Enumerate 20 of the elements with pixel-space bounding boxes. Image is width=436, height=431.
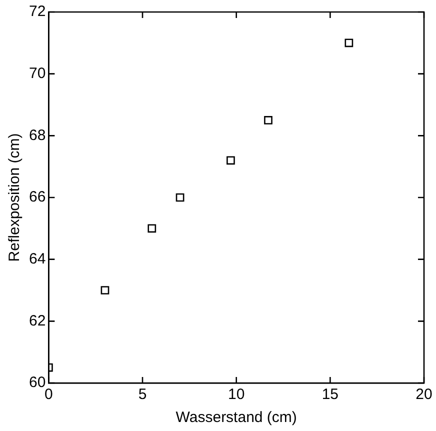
point (264, 116, 272, 124)
y-axis-title: Reflexposition (cm) (6, 133, 24, 262)
y-tick-label: 72 (28, 3, 46, 20)
x-tick-label: 15 (322, 386, 339, 404)
y-tick-label: 68 (28, 126, 46, 144)
x-tick-label: 20 (416, 386, 432, 404)
point (344, 38, 354, 48)
x-tick-label: 10 (228, 386, 245, 404)
x-tick-label: 0 (44, 386, 53, 404)
point (226, 156, 235, 165)
y-tick-label: 60 (28, 374, 46, 392)
y-tick-label: 62 (28, 312, 46, 330)
y-tick-label: 64 (28, 250, 46, 268)
y-tick-label: 66 (28, 188, 46, 206)
point (100, 286, 110, 294)
x-axis-title: Wasserstand (cm) (176, 409, 297, 426)
y-tick-label: 70 (28, 64, 46, 82)
x-tick-label: 5 (138, 386, 147, 404)
point (148, 224, 156, 233)
point (176, 193, 184, 202)
